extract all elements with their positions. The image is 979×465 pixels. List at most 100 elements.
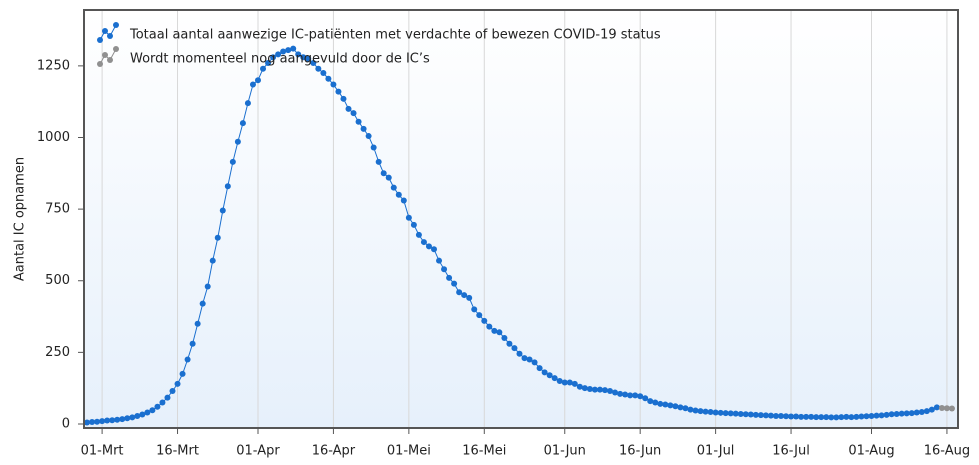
data-point bbox=[239, 120, 246, 127]
data-point bbox=[536, 365, 543, 372]
data-point bbox=[481, 317, 488, 324]
legend-icon bbox=[97, 61, 103, 67]
data-point bbox=[913, 409, 920, 416]
x-tick-label: 16-Aug bbox=[924, 444, 970, 459]
data-point bbox=[501, 335, 508, 342]
data-point bbox=[928, 406, 935, 413]
data-point bbox=[139, 411, 146, 418]
data-point bbox=[491, 327, 498, 334]
data-point bbox=[687, 406, 694, 413]
data-point bbox=[747, 411, 754, 418]
data-point bbox=[350, 110, 357, 117]
data-point bbox=[375, 158, 382, 165]
data-point bbox=[425, 243, 432, 250]
data-point bbox=[486, 323, 493, 330]
data-point bbox=[410, 221, 417, 228]
data-point bbox=[244, 100, 251, 107]
data-point bbox=[199, 300, 206, 307]
data-point bbox=[330, 81, 337, 88]
data-point bbox=[325, 75, 332, 82]
plot-frame bbox=[83, 9, 959, 429]
data-point bbox=[99, 418, 106, 425]
data-point bbox=[627, 392, 634, 399]
legend-icon bbox=[99, 24, 117, 41]
data-point bbox=[783, 413, 790, 420]
data-point bbox=[752, 411, 759, 418]
data-point bbox=[943, 405, 950, 412]
data-point bbox=[808, 413, 815, 420]
data-point bbox=[360, 125, 367, 132]
data-point bbox=[576, 383, 583, 390]
data-point bbox=[174, 380, 181, 387]
data-point bbox=[280, 48, 287, 55]
data-point bbox=[798, 413, 805, 420]
x-tick-label: 16-Apr bbox=[312, 444, 356, 459]
legend-icon bbox=[107, 33, 113, 39]
data-point bbox=[712, 409, 719, 416]
x-tick-label: 01-Jun bbox=[544, 444, 586, 459]
data-point bbox=[908, 410, 915, 417]
data-point bbox=[340, 95, 347, 102]
data-point bbox=[622, 391, 629, 398]
data-point bbox=[838, 414, 845, 421]
data-point bbox=[476, 312, 483, 319]
data-point bbox=[571, 380, 578, 387]
data-point bbox=[224, 183, 231, 190]
data-point bbox=[290, 45, 297, 52]
data-point bbox=[355, 118, 362, 125]
data-point bbox=[380, 170, 387, 177]
data-point bbox=[541, 369, 548, 376]
data-point bbox=[270, 54, 277, 61]
data-point bbox=[642, 395, 649, 402]
data-point bbox=[370, 144, 377, 151]
data-point bbox=[395, 191, 402, 198]
data-point bbox=[300, 54, 307, 61]
legend-icon bbox=[97, 37, 103, 43]
data-point bbox=[94, 418, 101, 425]
legend-icon bbox=[102, 52, 108, 58]
data-point bbox=[446, 274, 453, 281]
x-tick-label: 01-Apr bbox=[236, 444, 280, 459]
data-point bbox=[923, 408, 930, 415]
data-point bbox=[405, 214, 412, 221]
data-point bbox=[184, 356, 191, 363]
data-point bbox=[632, 392, 639, 399]
data-point bbox=[365, 133, 372, 140]
data-point bbox=[420, 239, 427, 246]
data-point bbox=[531, 359, 538, 366]
data-point bbox=[692, 407, 699, 414]
data-point bbox=[400, 197, 407, 204]
data-point bbox=[933, 404, 940, 411]
data-point bbox=[556, 378, 563, 385]
data-point bbox=[320, 70, 327, 77]
legend-icon bbox=[102, 28, 108, 34]
data-point bbox=[657, 400, 664, 407]
data-point bbox=[863, 413, 870, 420]
data-point bbox=[209, 257, 216, 264]
data-point bbox=[833, 414, 840, 421]
data-point bbox=[742, 411, 749, 418]
data-point bbox=[451, 280, 458, 287]
data-point bbox=[652, 399, 659, 406]
data-point bbox=[772, 412, 779, 419]
data-point bbox=[818, 414, 825, 421]
data-point bbox=[285, 47, 292, 54]
data-point bbox=[526, 356, 533, 363]
data-point bbox=[164, 394, 171, 401]
data-point bbox=[607, 388, 614, 395]
data-point bbox=[169, 388, 176, 395]
data-point bbox=[702, 408, 709, 415]
data-point bbox=[456, 289, 463, 296]
plot-area bbox=[84, 10, 958, 428]
data-point bbox=[777, 412, 784, 419]
data-point bbox=[601, 387, 608, 394]
data-point bbox=[305, 55, 312, 62]
x-tick-label: 16-Jul bbox=[772, 444, 810, 459]
data-point bbox=[315, 65, 322, 72]
data-point bbox=[124, 415, 131, 422]
data-point bbox=[858, 413, 865, 420]
legend-label: Totaal aantal aanwezige IC-patiënten met… bbox=[129, 28, 661, 43]
legend-icon bbox=[99, 48, 117, 65]
data-point bbox=[436, 257, 443, 264]
